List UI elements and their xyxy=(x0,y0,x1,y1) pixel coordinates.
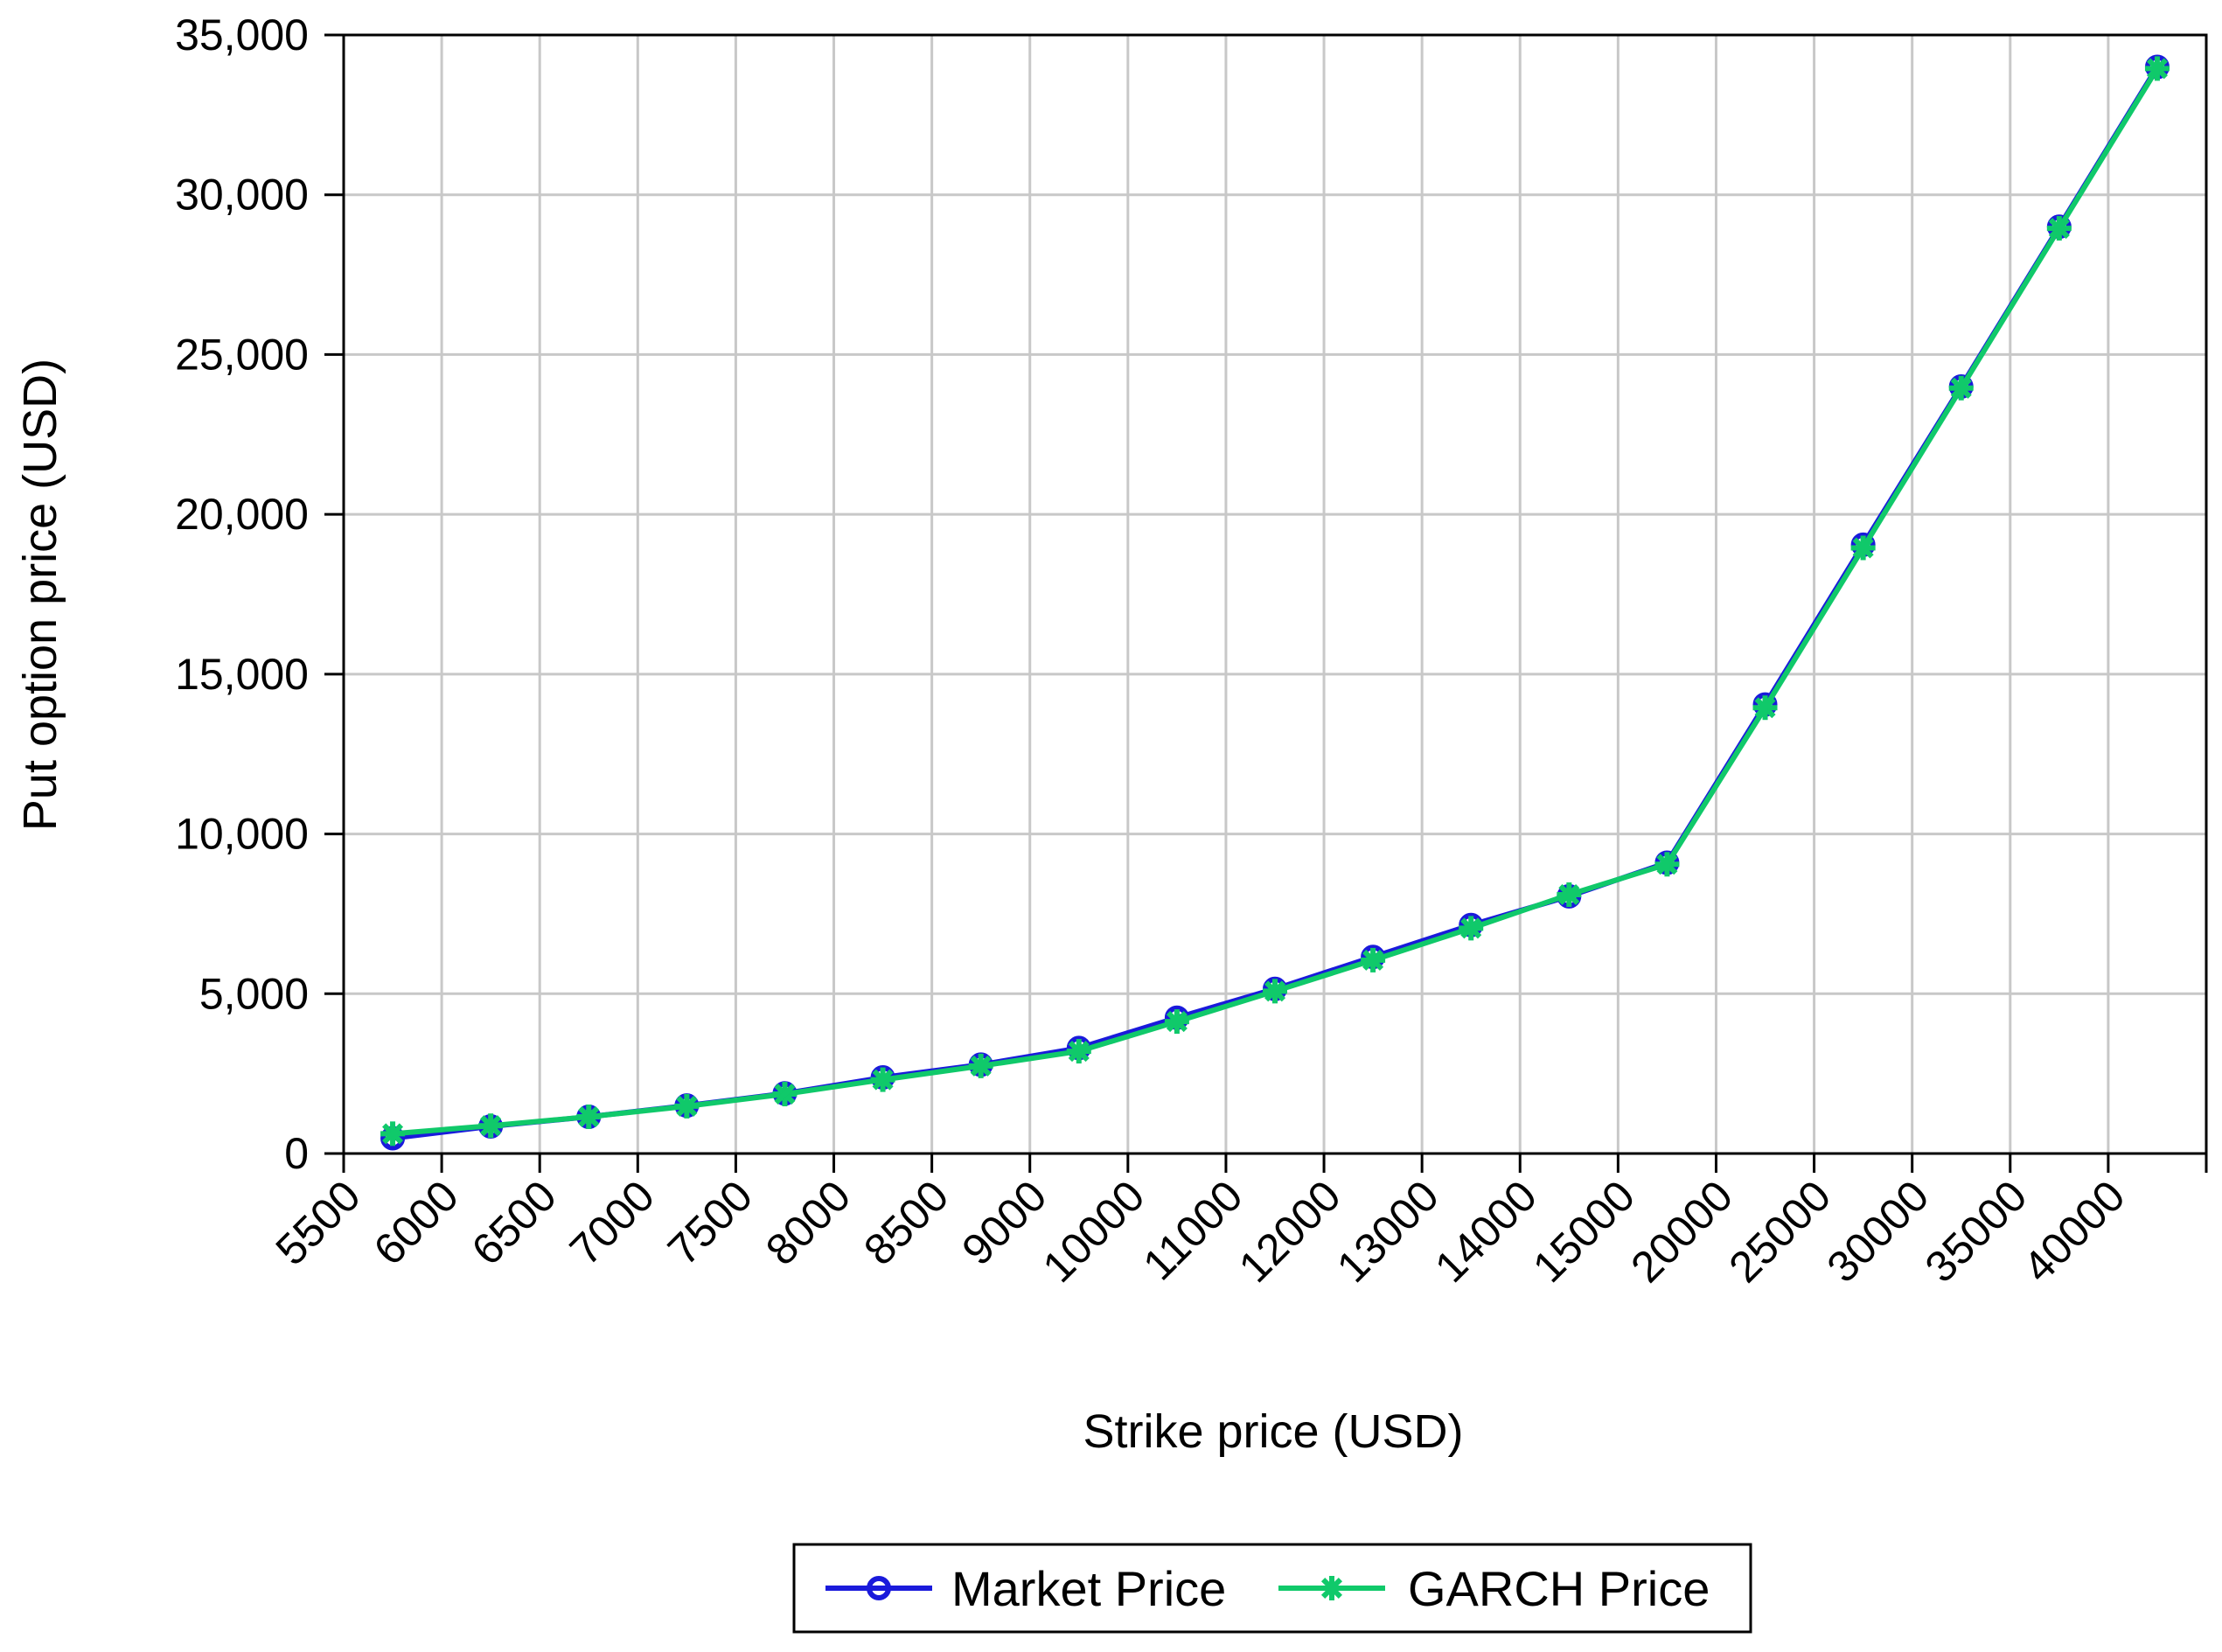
x-tick-label: 8500 xyxy=(854,1171,958,1274)
x-tick-label: 30000 xyxy=(1818,1171,1939,1292)
data-point-garch-price xyxy=(576,1104,602,1129)
x-tick-label: 13000 xyxy=(1327,1171,1448,1292)
asterisk-stroke xyxy=(1950,377,1972,399)
data-point-garch-price xyxy=(1164,1009,1189,1035)
data-point-garch-price xyxy=(1066,1039,1091,1064)
x-tick-label: 7500 xyxy=(658,1171,762,1274)
data-point-garch-price xyxy=(1459,916,1484,941)
data-point-garch-price xyxy=(380,1121,406,1147)
asterisk-stroke xyxy=(578,1105,600,1127)
x-tick-label: 12000 xyxy=(1229,1171,1350,1292)
x-tick-label: 6500 xyxy=(463,1171,566,1274)
asterisk-stroke xyxy=(1362,949,1384,971)
asterisk-stroke xyxy=(872,1069,894,1091)
legend: Market Price GARCH Price xyxy=(792,1543,1752,1634)
legend-label: Market Price xyxy=(951,1561,1226,1616)
data-point-garch-price xyxy=(2144,56,2170,81)
x-tick-label: 14000 xyxy=(1425,1171,1546,1292)
tick-labels: 0 5,000 10,000 15,000 20,000 25,000 30,000 35,0… xyxy=(175,10,2135,1292)
asterisk-stroke xyxy=(480,1115,502,1137)
x-tick-label: 6000 xyxy=(365,1171,468,1274)
data-point-garch-price xyxy=(1948,375,1974,401)
asterisk-stroke xyxy=(1320,1577,1343,1600)
asterisk-stroke xyxy=(1068,1041,1090,1063)
x-tick-label: 25000 xyxy=(1719,1171,1840,1292)
x-axis-title: Strike price (USD) xyxy=(1083,1405,1463,1458)
y-tick-label: 5,000 xyxy=(199,969,309,1018)
y-tick-label: 35,000 xyxy=(175,10,309,59)
data-point-garch-price xyxy=(772,1082,798,1107)
x-tick-label: 40000 xyxy=(2014,1171,2135,1292)
data-point-garch-price xyxy=(1557,882,1582,908)
x-tick-label: 35000 xyxy=(1916,1171,2037,1292)
asterisk-stroke xyxy=(1166,1011,1188,1033)
legend-marker-circle xyxy=(867,1576,891,1600)
data-point-garch-price xyxy=(1263,979,1287,1004)
x-tick-label: 20000 xyxy=(1621,1171,1742,1292)
asterisk-stroke xyxy=(1656,854,1678,875)
x-tick-label: 10000 xyxy=(1034,1171,1154,1292)
data-point-garch-price xyxy=(968,1053,993,1078)
asterisk-stroke xyxy=(1264,980,1286,1002)
asterisk-stroke xyxy=(1460,917,1482,939)
series-lines xyxy=(380,54,2170,1151)
x-tick-label: 5500 xyxy=(267,1171,370,1274)
y-tick-label: 30,000 xyxy=(175,171,309,220)
asterisk-stroke xyxy=(970,1055,992,1077)
data-point-garch-price xyxy=(1361,947,1386,972)
gridlines xyxy=(344,33,2206,1154)
asterisk-stroke xyxy=(1754,697,1776,719)
asterisk-stroke xyxy=(676,1095,698,1117)
asterisk-stroke xyxy=(1558,883,1580,906)
legend-marker-asterisk xyxy=(1320,1576,1344,1600)
x-tick-label: 15000 xyxy=(1523,1171,1644,1292)
asterisk-stroke xyxy=(774,1084,796,1105)
y-tick-label: 15,000 xyxy=(175,650,309,699)
asterisk-stroke xyxy=(1852,537,1874,559)
data-point-garch-price xyxy=(1752,695,1778,721)
y-axis-title: Put option price (USD) xyxy=(14,359,66,831)
data-point-garch-price xyxy=(1850,535,1876,561)
data-point-garch-price xyxy=(674,1093,700,1119)
y-tick-label: 10,000 xyxy=(175,810,309,859)
legend-label: GARCH Price xyxy=(1408,1561,1710,1616)
data-point-garch-price xyxy=(2046,216,2072,241)
y-tick-label: 0 xyxy=(284,1129,309,1178)
legend-box xyxy=(792,1543,1752,1634)
data-point-garch-price xyxy=(478,1113,504,1139)
y-tick-label: 20,000 xyxy=(175,490,309,539)
data-point-garch-price xyxy=(870,1067,895,1092)
y-tick-label: 25,000 xyxy=(175,330,309,379)
asterisk-stroke xyxy=(382,1123,404,1145)
x-tick-label: 8000 xyxy=(756,1171,860,1274)
data-point-garch-price xyxy=(1654,852,1680,877)
asterisk-stroke xyxy=(2048,218,2070,240)
x-tick-label: 7000 xyxy=(561,1171,664,1274)
x-tick-label: 11000 xyxy=(1133,1171,1251,1289)
plot-frame xyxy=(342,33,2208,1155)
series-line-garch-price xyxy=(392,66,2160,1137)
axes xyxy=(324,33,2208,1173)
asterisk-stroke xyxy=(2146,58,2168,80)
